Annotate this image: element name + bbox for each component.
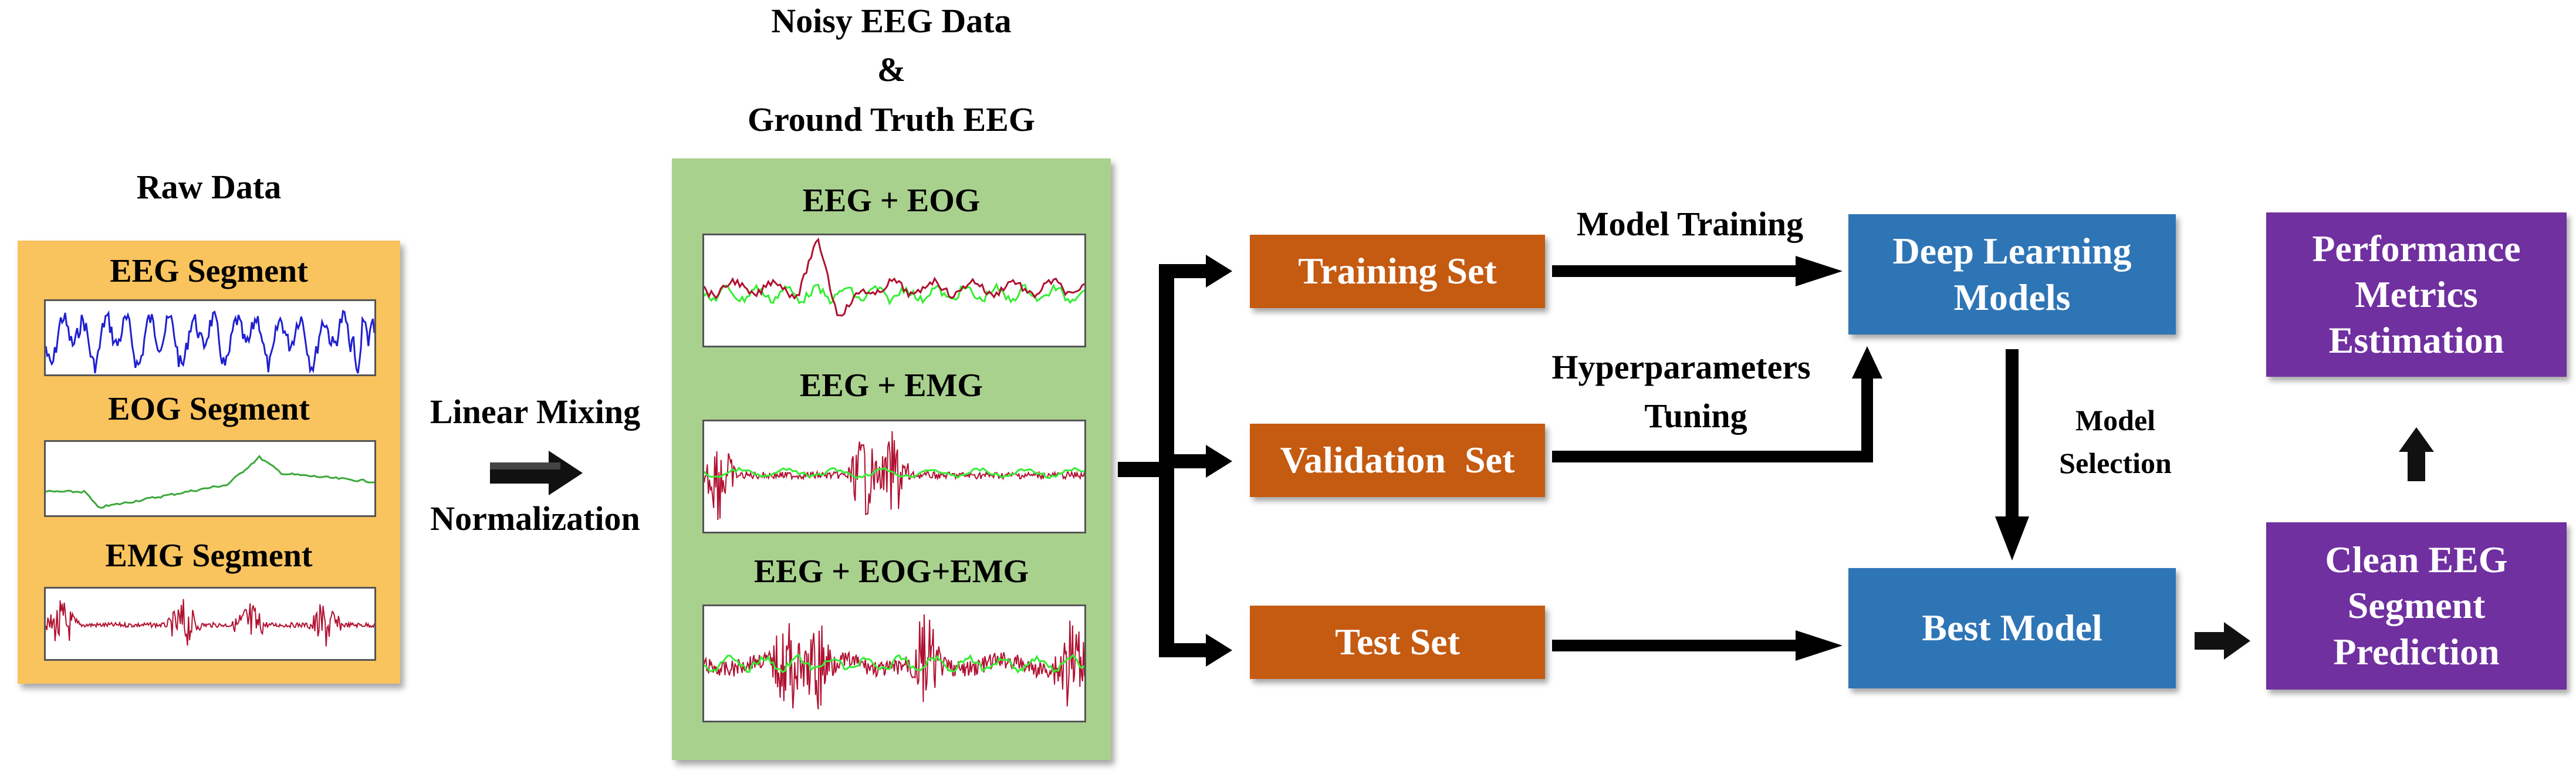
validation-set-box: Validation Set — [1250, 424, 1545, 497]
raw-data-title: Raw Data — [136, 168, 282, 206]
best-model-label: Best Model — [1922, 607, 2102, 649]
ground-truth-trace — [704, 467, 1084, 479]
noisy-trace — [704, 614, 1084, 710]
normalization-label: Normalization — [430, 499, 640, 538]
model-selection-label: Model Selection — [2059, 404, 2172, 479]
emg-segment-plot — [44, 587, 376, 661]
tuning-label: Tuning — [1644, 397, 1747, 435]
eeg-segment-plot — [44, 299, 376, 376]
raw-data-panel: EEG Segment EOG Segment EMG Segment — [18, 241, 400, 684]
linear-mixing-label: Linear Mixing — [430, 393, 641, 431]
header-line-2: & — [877, 50, 906, 89]
eeg-segment-label: EEG Segment — [110, 253, 308, 289]
validation-set-label: Validation Set — [1280, 439, 1515, 481]
metrics-arrow — [2399, 427, 2434, 481]
training-arrow — [1552, 256, 1843, 286]
noisy-trace — [704, 237, 1084, 317]
noisy-trace — [704, 431, 1084, 521]
header-line-1: Noisy EEG Data — [771, 2, 1012, 40]
test-arrow — [1552, 630, 1843, 661]
hyperparameters-label: Hyperparameters — [1551, 348, 1811, 386]
model-training-label: Model Training — [1576, 205, 1804, 243]
best-model-box: Best Model — [1848, 568, 2176, 688]
mixing-arrow — [490, 451, 583, 495]
eeg-trace — [46, 309, 374, 374]
eeg-emg-plot — [702, 420, 1086, 533]
eeg-eog-emg-plot — [702, 604, 1086, 722]
eog-segment-plot — [44, 440, 376, 517]
ground-truth-trace — [704, 282, 1084, 306]
prediction-arrow — [2195, 622, 2250, 660]
training-set-box: Training Set — [1250, 235, 1545, 308]
clean-eeg-prediction-box: Clean EEG Segment Prediction — [2266, 522, 2567, 690]
test-set-box: Test Set — [1250, 606, 1545, 679]
deep-learning-models-box: Deep Learning Models — [1848, 214, 2176, 335]
noisy-eeg-panel: EEG + EOG EEG + EMG EEG + EOG+EMG — [672, 158, 1111, 760]
performance-metrics-box: Performance Metrics Estimation — [2266, 212, 2567, 377]
emg-segment-label: EMG Segment — [105, 538, 313, 574]
test-set-label: Test Set — [1335, 621, 1460, 663]
eeg-eog-plot — [702, 234, 1086, 347]
eeg-eog-label: EEG + EOG — [802, 183, 981, 219]
split-connector — [1118, 255, 1232, 667]
header-line-3: Ground Truth EEG — [748, 100, 1035, 138]
eog-trace — [46, 454, 374, 509]
ground-truth-trace — [704, 654, 1084, 674]
emg-trace — [46, 599, 374, 647]
eeg-eog-emg-label: EEG + EOG+EMG — [753, 553, 1029, 590]
training-set-label: Training Set — [1298, 250, 1497, 292]
eeg-emg-label: EEG + EMG — [800, 367, 983, 404]
eog-segment-label: EOG Segment — [108, 391, 310, 427]
